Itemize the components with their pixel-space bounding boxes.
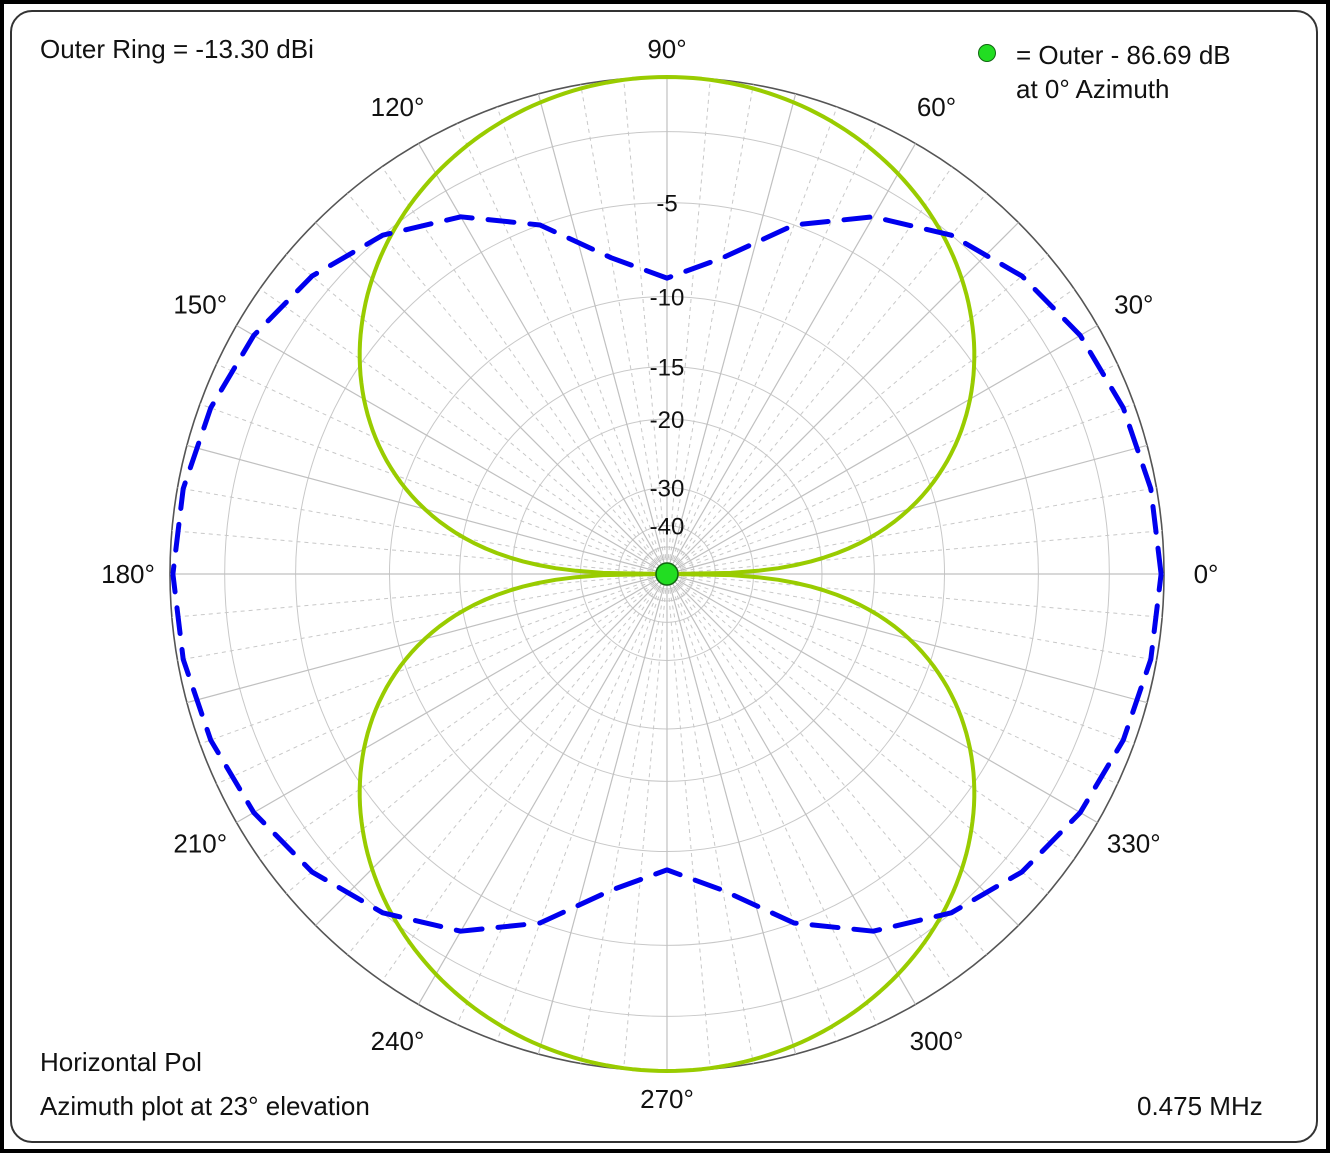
grid-spoke-dashed [199,403,668,575]
series-dashed-line [170,214,1164,934]
grid-spoke-dashed [666,573,1118,785]
ring-label: -5 [656,191,677,218]
grid-spoke-dashed [456,123,668,575]
grid-spoke-dashed [456,573,668,1025]
grid-spoke-dashed [666,78,711,575]
grid-spoke-dashed [623,573,668,1070]
outer-ring-label: Outer Ring = -13.30 dBi [40,34,314,64]
grid-spoke-dashed [666,487,1157,575]
grid-spoke-dashed [259,288,668,575]
grid-spoke-dashed [666,254,1049,575]
grid-spoke-dashed [623,78,668,575]
grid-spoke-dashed [347,192,668,575]
grid-spoke-dashed [381,166,668,575]
grid-spoke [666,573,1019,926]
grid-spoke-dashed [666,573,1075,860]
grid-spoke-dashed [666,573,1049,894]
grid-spoke-dashed [580,573,668,1064]
grid-spoke-dashed [666,573,754,1064]
angle-label: 180° [101,559,155,589]
grid-spoke-dashed [285,254,668,575]
angle-labels: 0° 30° 60° 90° 120° 150° 180° 210° 240° 270° 300° 3… [101,34,1218,1114]
grid-spoke-dashed [259,573,668,860]
grid-spoke-dashed [666,530,1163,575]
ring-label: -15 [650,355,685,382]
ring-label: -40 [650,514,685,541]
angle-label: 240° [371,1026,425,1056]
grid-spoke-dashed [171,530,668,575]
angle-label: 60° [917,92,956,122]
angle-label: 330° [1107,829,1161,859]
grid-spoke-dashed [666,123,878,575]
grid-spoke-dashed [666,192,987,575]
grid-spoke-dashed [666,573,1163,618]
grid-spoke [666,93,797,575]
polarization-label: Horizontal Pol [40,1047,202,1077]
angle-label: 210° [173,829,227,859]
grid-spoke-dashed [216,363,668,575]
legend-text-line1: = Outer - 86.69 dB [1016,40,1231,70]
angle-label: 270° [640,1084,694,1114]
grid-spoke [666,222,1019,575]
angle-label: 120° [371,92,425,122]
grid-spoke [417,143,668,575]
center-marker [655,562,679,586]
angle-label: 30° [1114,290,1153,320]
grid-spoke-dashed [666,573,1135,745]
legend-marker-icon [978,44,996,62]
grid-spoke [315,222,668,575]
grid-spoke [666,143,917,575]
grid-spoke-dashed [496,573,668,1042]
grid-spoke-dashed [177,573,668,661]
grid-spoke-dashed [580,84,668,575]
ring-label: -20 [650,407,685,434]
grid-spoke [666,573,1098,824]
ring-labels: -5 -10 -15 -20 -30 -40 [650,191,685,541]
frequency-label: 0.475 MHz [1137,1091,1263,1121]
grid-spoke-dashed [666,573,953,982]
grid-spoke [537,573,668,1055]
ring-label: -30 [650,475,685,502]
grid-spoke-dashed [171,573,668,618]
grid-spoke-dashed [666,363,1118,575]
grid-spoke [666,573,917,1005]
grid-spoke-dashed [177,487,668,575]
grid-spoke-dashed [199,573,668,745]
grid-spoke-dashed [347,573,668,956]
angle-label: 300° [910,1026,964,1056]
grid-spoke-dashed [666,106,838,575]
grid-spoke [666,324,1098,575]
grid-spoke-dashed [285,573,668,894]
plot-description: Azimuth plot at 23° elevation [40,1091,370,1121]
grid-spoke-dashed [666,573,1157,661]
grid-spoke-dashed [666,573,838,1042]
ring-label: -10 [650,284,685,311]
grid-spoke [315,573,668,926]
grid-spoke-dashed [666,403,1135,575]
grid-spoke-dashed [666,573,878,1025]
grid-spoke-dashed [666,573,711,1070]
angle-label: 90° [647,34,686,64]
grid-spoke [417,573,668,1005]
legend-text-line2: at 0° Azimuth [1016,74,1170,104]
grid-spoke [236,573,668,824]
angle-label: 150° [173,290,227,320]
grid-spoke-dashed [666,84,754,575]
grid-spoke-dashed [666,166,953,575]
grid-spoke-dashed [666,288,1075,575]
grid-spoke-dashed [216,573,668,785]
grid-spoke-dashed [381,573,668,982]
grid-spoke [236,324,668,575]
grid-spoke [666,573,797,1055]
grid-spoke-dashed [666,573,987,956]
angle-label: 0° [1194,559,1219,589]
grid-spoke [537,93,668,575]
grid-spoke-dashed [496,106,668,575]
